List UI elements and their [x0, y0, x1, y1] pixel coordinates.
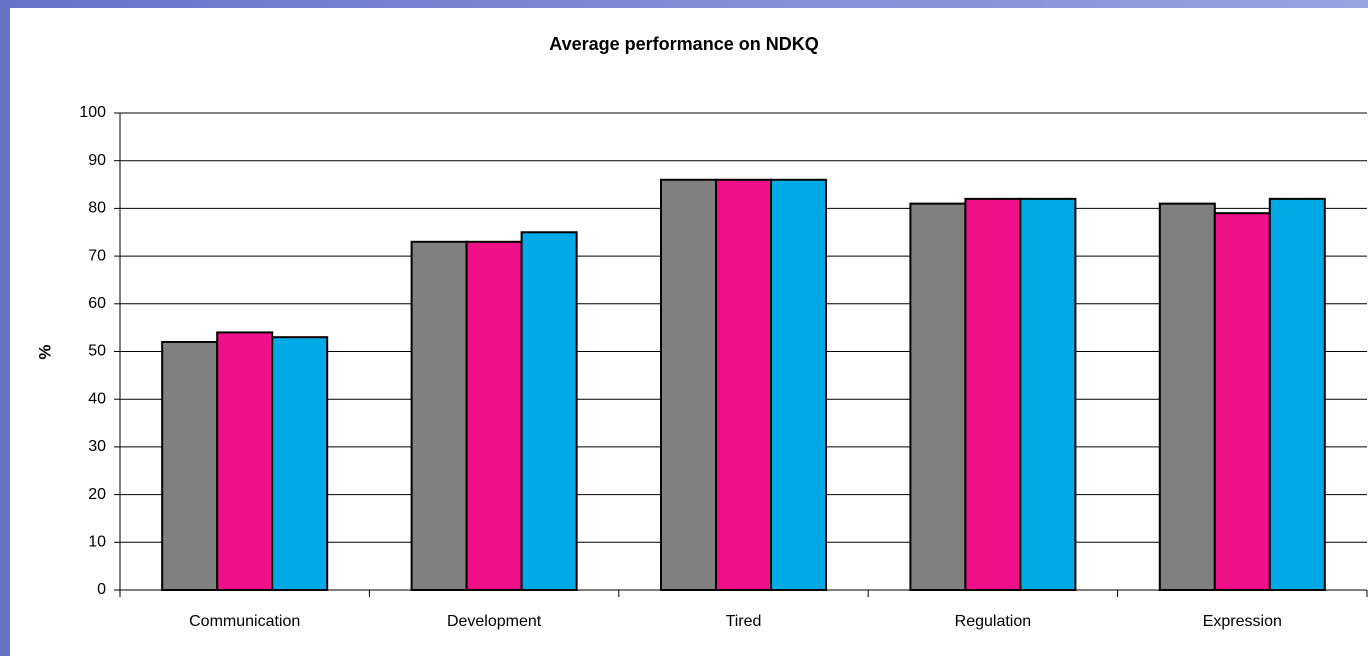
bar [1268, 197, 1326, 592]
y-tick-label: 80 [88, 200, 106, 217]
bar [770, 178, 827, 591]
y-tick-label: 70 [88, 247, 106, 264]
bar [715, 178, 772, 591]
bar [660, 178, 717, 591]
x-tick-label: Development [447, 613, 542, 630]
y-tick-label: 0 [97, 581, 106, 598]
y-tick-label: 20 [88, 486, 106, 503]
y-tick-label: 30 [88, 438, 106, 455]
y-tick-label: 10 [88, 534, 106, 551]
bar [271, 336, 329, 591]
x-tick-label: Tired [726, 613, 762, 630]
bar [909, 202, 967, 591]
y-tick-label: 40 [88, 390, 106, 407]
bar [964, 197, 1022, 592]
x-tick-label: Expression [1203, 613, 1282, 630]
bar [1158, 202, 1216, 591]
y-tick-label: 100 [79, 104, 106, 121]
bar [161, 340, 219, 591]
y-tick-label: 60 [88, 295, 106, 312]
bar [216, 331, 274, 591]
chart-title: Average performance on NDKQ [549, 34, 818, 54]
y-tick-label: 90 [88, 152, 106, 169]
bar [410, 240, 468, 591]
bar [1213, 212, 1271, 591]
bar [520, 231, 578, 591]
x-tick-label: Regulation [955, 613, 1032, 630]
y-axis-label: % [35, 344, 54, 359]
x-tick-label: Communication [189, 613, 300, 630]
y-tick-label: 50 [88, 343, 106, 360]
bar [465, 240, 523, 591]
bar [1019, 197, 1077, 592]
